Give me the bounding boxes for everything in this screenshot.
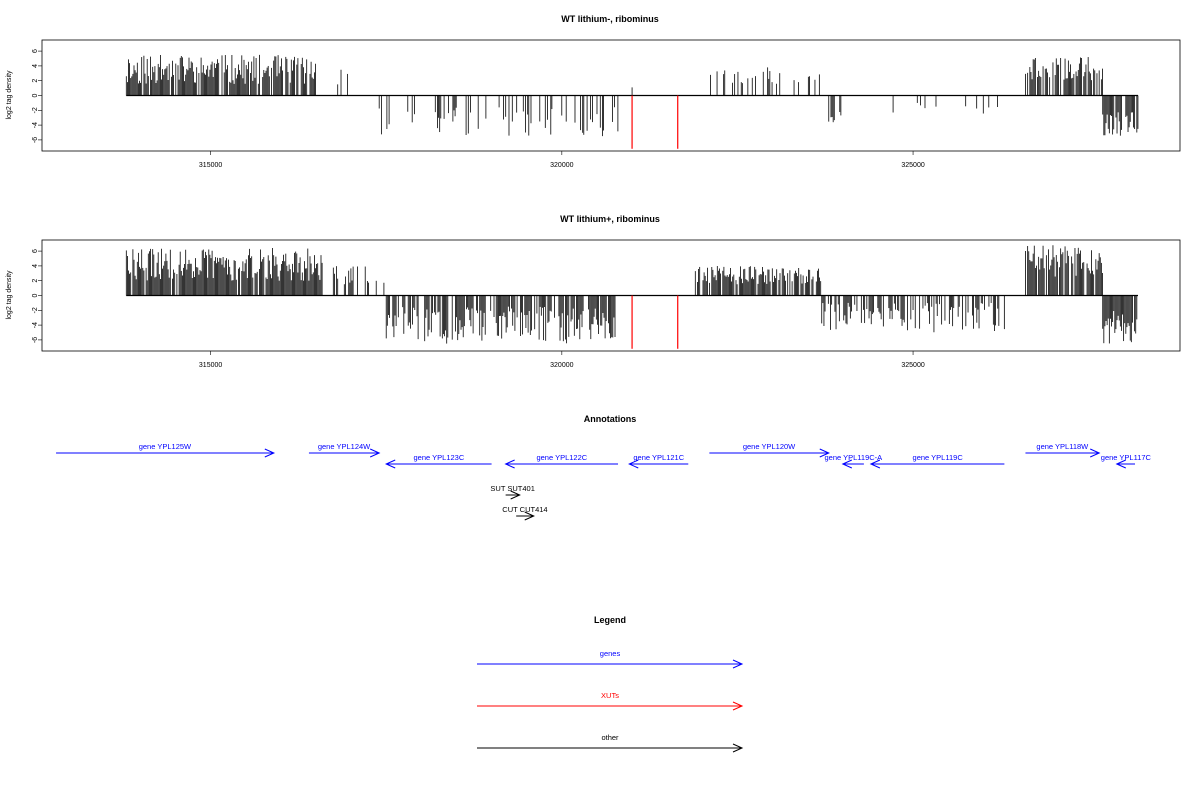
legend-item: XUTs — [477, 691, 744, 711]
y-tick-label: 4 — [32, 64, 39, 68]
feature-label: gene YPL123C — [414, 453, 465, 462]
feature-arrow: gene YPL125W — [56, 442, 276, 458]
x-tick-label: 325000 — [901, 162, 924, 169]
arrowhead — [510, 490, 521, 500]
y-tick-label: -6 — [32, 137, 39, 143]
x-tick-label: 315000 — [199, 162, 222, 169]
feature-label: gene YPL124W — [318, 442, 371, 451]
legend-item: genes — [477, 649, 744, 669]
arrowhead — [264, 448, 276, 458]
feature-arrow: gene YPL120W — [709, 442, 830, 458]
panel1-plot: 6 4 2 0 -2 -4 -6 315000 320000 325000 — [32, 39, 1181, 169]
x-tick-label: 325000 — [901, 362, 924, 369]
feature-arrow: gene YPL121C — [628, 453, 689, 469]
legend-arrowhead — [732, 701, 744, 711]
density-bars — [125, 245, 1138, 344]
feature-label: CUT CUT414 — [502, 505, 547, 514]
annotations-title: Annotations — [584, 414, 637, 424]
feature-arrow: gene YPL119C — [869, 453, 1005, 469]
y-tick-label: -2 — [32, 107, 39, 113]
arrowhead — [819, 448, 830, 458]
x-tick-label: 315000 — [199, 362, 222, 369]
y-tick-label: 2 — [32, 79, 39, 83]
feature-arrow: gene YPL124W — [308, 442, 381, 458]
y-tick-label: -6 — [32, 337, 39, 343]
feature-label: gene YPL118W — [1036, 442, 1089, 451]
y-tick-label: 4 — [32, 264, 39, 268]
y-tick-label: 6 — [32, 49, 39, 53]
density-bars — [125, 54, 1139, 137]
feature-label: gene YPL120W — [743, 442, 796, 451]
legend-label: other — [601, 733, 619, 742]
feature-label: gene YPL122C — [536, 453, 587, 462]
y-tick-label: 6 — [32, 249, 39, 253]
feature-arrow: gene YPL119C-A — [825, 453, 883, 469]
annotation-track: gene YPL125W gene YPL124W gene YPL123C gene… — [56, 442, 1152, 521]
feature-arrow: CUT CUT414 — [502, 505, 548, 521]
y-tick-label: -2 — [32, 307, 39, 313]
x-tick-label: 320000 — [550, 162, 573, 169]
arrowhead — [1090, 448, 1101, 458]
y-tick-label: -4 — [32, 122, 39, 128]
y-tick-label: -4 — [32, 322, 39, 328]
arrowhead — [841, 459, 853, 469]
x-tick-label: 320000 — [550, 362, 573, 369]
feature-arrow: SUT SUT401 — [490, 484, 535, 500]
panel2-plot: 6 4 2 0 -2 -4 -6 315000 320000 325000 — [32, 239, 1181, 369]
arrowhead — [369, 448, 381, 458]
legend-arrowhead — [732, 743, 744, 753]
panel2-title: WT lithium+, ribominus — [560, 214, 660, 224]
arrowhead — [384, 459, 396, 469]
y-tick-label: 0 — [32, 93, 39, 97]
legend-label: XUTs — [601, 691, 619, 700]
y-tick-label: 2 — [32, 279, 39, 283]
panel1-ylabel: log2 tag density — [6, 70, 13, 120]
feature-arrow: gene YPL122C — [504, 453, 619, 469]
legend-item: other — [477, 733, 744, 753]
feature-arrow: gene YPL117C — [1101, 453, 1152, 469]
arrowhead — [628, 459, 639, 469]
feature-label: gene YPL125W — [139, 442, 192, 451]
legend: genes XUTs other — [477, 649, 744, 753]
arrowhead — [869, 459, 881, 469]
feature-label: gene YPL119C — [913, 453, 964, 462]
feature-label: gene YPL121C — [633, 453, 684, 462]
feature-label: SUT SUT401 — [490, 484, 534, 493]
legend-label: genes — [600, 649, 621, 658]
feature-arrow: gene YPL118W — [1025, 442, 1101, 458]
arrowhead — [504, 459, 515, 469]
arrowhead — [524, 511, 535, 521]
feature-label: gene YPL119C-A — [825, 453, 883, 462]
legend-title: Legend — [594, 615, 626, 625]
arrowhead — [1115, 459, 1126, 469]
feature-arrow: gene YPL123C — [384, 453, 492, 469]
y-tick-label: 0 — [32, 293, 39, 297]
legend-arrowhead — [732, 659, 744, 669]
feature-label: gene YPL117C — [1101, 453, 1152, 462]
panel1-title: WT lithium-, ribominus — [561, 14, 659, 24]
panel2-ylabel: log2 tag density — [6, 270, 13, 320]
